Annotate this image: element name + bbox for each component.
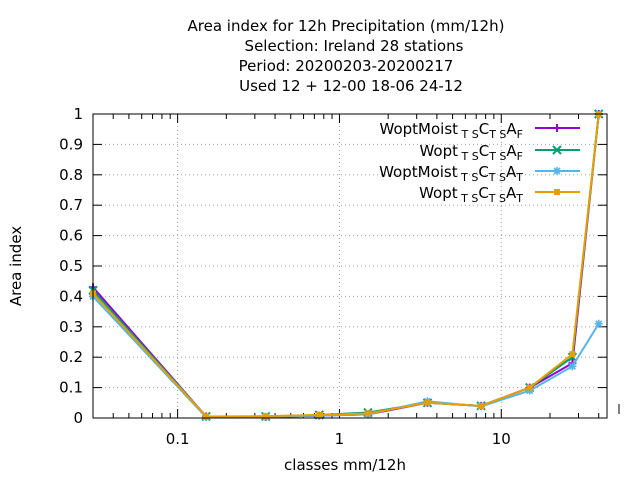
legend-label: WoptMoist T SCT SAT [379,163,523,184]
x-axis-label: classes mm/12h [284,456,406,474]
y-tick-label: 1 [73,105,83,123]
legend-label: WoptMoist T SCT SAF [380,120,524,141]
y-tick-label: 0.7 [59,196,83,214]
data-point [525,386,534,395]
y-tick-label: 0.8 [59,166,83,184]
x-tick-label: 1 [335,430,345,448]
y-tick-label: 0 [73,409,83,427]
chart-title: Area index for 12h Precipitation (mm/12h… [188,17,505,95]
data-point [554,189,560,195]
data-point [262,413,269,420]
y-tick-label: 0.5 [59,257,83,275]
legend-label: Wopt T SCT SAF [419,142,523,163]
data-point [478,402,485,409]
series-line [92,113,600,418]
data-point [203,413,210,420]
data-point [553,124,561,132]
title-line-4: Used 12 + 12-00 18-06 24-12 [239,77,463,95]
data-point [594,319,603,328]
data-point [568,362,577,371]
data-point [552,145,562,155]
data-point [424,399,431,406]
data-point [569,351,576,358]
y-tick-label: 0.6 [59,227,83,245]
title-line-1: Area index for 12h Precipitation (mm/12h… [188,17,505,35]
title-line-3: Period: 20200203-20200217 [239,57,454,75]
title-line-2: Selection: Ireland 28 stations [245,37,464,55]
axis-ticks: 0 0.1 0.2 0.3 0.4 0.5 0.6 0.7 0.8 0.9 1 0.1 1 10 [59,105,620,448]
y-tick-label: 0.2 [59,348,83,366]
data-point [526,384,533,391]
data-point [316,411,323,418]
x-tick-label: 10 [492,430,511,448]
y-axis-label: Area index [7,226,25,306]
grid [93,114,607,418]
y-tick-label: 0.4 [59,287,83,305]
data-point [364,410,371,417]
y-tick-label: 0.3 [59,318,83,336]
plot-frame [92,113,608,419]
series-4 [90,111,602,420]
y-tick-label: 0.1 [59,379,83,397]
legend-label: Wopt T SCT SAT [419,184,523,205]
x-tick-label: 0.1 [166,430,190,448]
y-tick-label: 0.9 [59,135,83,153]
data-point [553,167,561,175]
